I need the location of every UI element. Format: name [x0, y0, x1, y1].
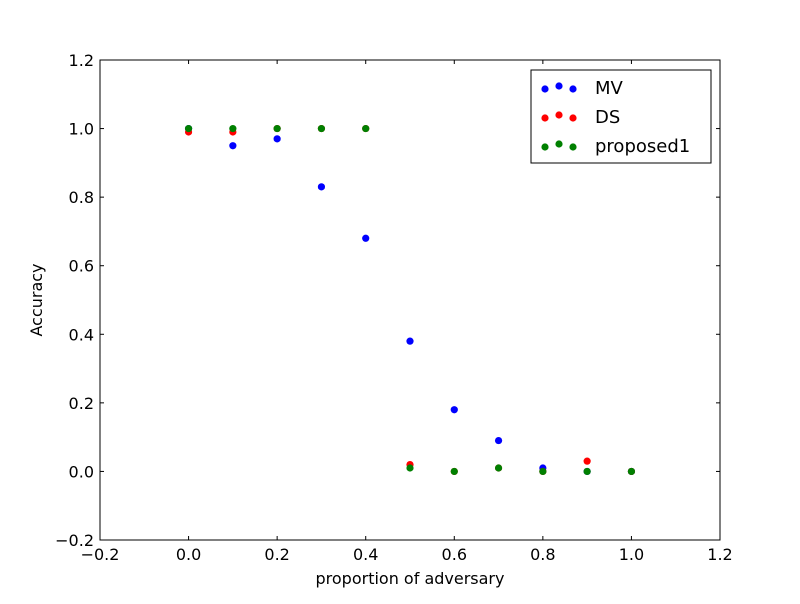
x-tick-label: 0.2	[264, 545, 289, 564]
x-tick-label: 0.4	[353, 545, 378, 564]
data-point-proposed1	[450, 467, 458, 476]
legend-label: proposed1	[595, 136, 690, 157]
legend-marker-ds	[541, 114, 549, 122]
x-tick-label: 0.6	[442, 545, 467, 564]
data-point-mv	[273, 135, 281, 143]
data-point-proposed1	[273, 124, 281, 133]
legend-label: DS	[595, 107, 620, 128]
data-point-proposed1	[583, 467, 591, 476]
data-point-mv	[229, 142, 237, 150]
plot-area-frame	[99, 59, 721, 541]
y-tick-label: −0.2	[55, 531, 94, 550]
y-tick-label: 0.8	[69, 188, 94, 207]
data-point-mv	[362, 234, 370, 242]
data-point-proposed1	[317, 124, 326, 133]
x-axis-label: proportion of adversary	[316, 569, 505, 588]
data-point-proposed1	[406, 464, 414, 472]
legend: MV DS proposed1	[530, 69, 712, 164]
legend-entries: MV DS proposed1	[541, 78, 690, 157]
data-point-mv	[317, 183, 326, 191]
data-point-proposed1	[539, 467, 547, 476]
data-point-mv	[406, 337, 414, 345]
data-point-mv	[494, 436, 503, 445]
y-tick-label: 1.2	[69, 51, 94, 70]
legend-marker-mv	[541, 85, 549, 93]
x-tick-label: −0.2	[81, 545, 120, 564]
legend-marker-proposed1	[569, 143, 577, 151]
y-tick-label: 0.4	[69, 325, 94, 344]
y-tick-label: 0.2	[69, 394, 94, 413]
x-tick-label: 0.0	[176, 545, 201, 564]
x-tick-label: 1.2	[707, 545, 732, 564]
data-point-proposed1	[494, 464, 503, 472]
legend-marker-ds	[569, 114, 577, 122]
legend-marker-proposed1	[555, 140, 563, 148]
y-tick-label: 1.0	[69, 120, 94, 139]
legend-marker-proposed1	[541, 143, 549, 151]
legend-marker-ds	[555, 111, 563, 119]
y-tick-label: 0.6	[69, 257, 94, 276]
y-tick-label: 0.0	[69, 462, 94, 481]
data-point-proposed1	[229, 124, 237, 133]
legend-marker-mv	[569, 85, 577, 93]
x-tick-label: 1.0	[619, 545, 644, 564]
x-tick-label: 0.8	[530, 545, 555, 564]
data-point-proposed1	[184, 124, 193, 133]
data-point-ds	[583, 457, 591, 465]
data-point-proposed1	[362, 124, 370, 133]
data-points	[184, 124, 636, 476]
y-axis-label: Accuracy	[27, 263, 46, 336]
legend-label: MV	[595, 78, 624, 99]
axis-ticks: −0.2 0.0 0.2 0.4 0.6 0.8 1.0 1.2 −0.2 0.0 0.2 0.4 0.…	[55, 51, 733, 564]
legend-marker-mv	[555, 82, 563, 90]
data-point-mv	[450, 406, 458, 414]
data-point-proposed1	[627, 467, 636, 476]
